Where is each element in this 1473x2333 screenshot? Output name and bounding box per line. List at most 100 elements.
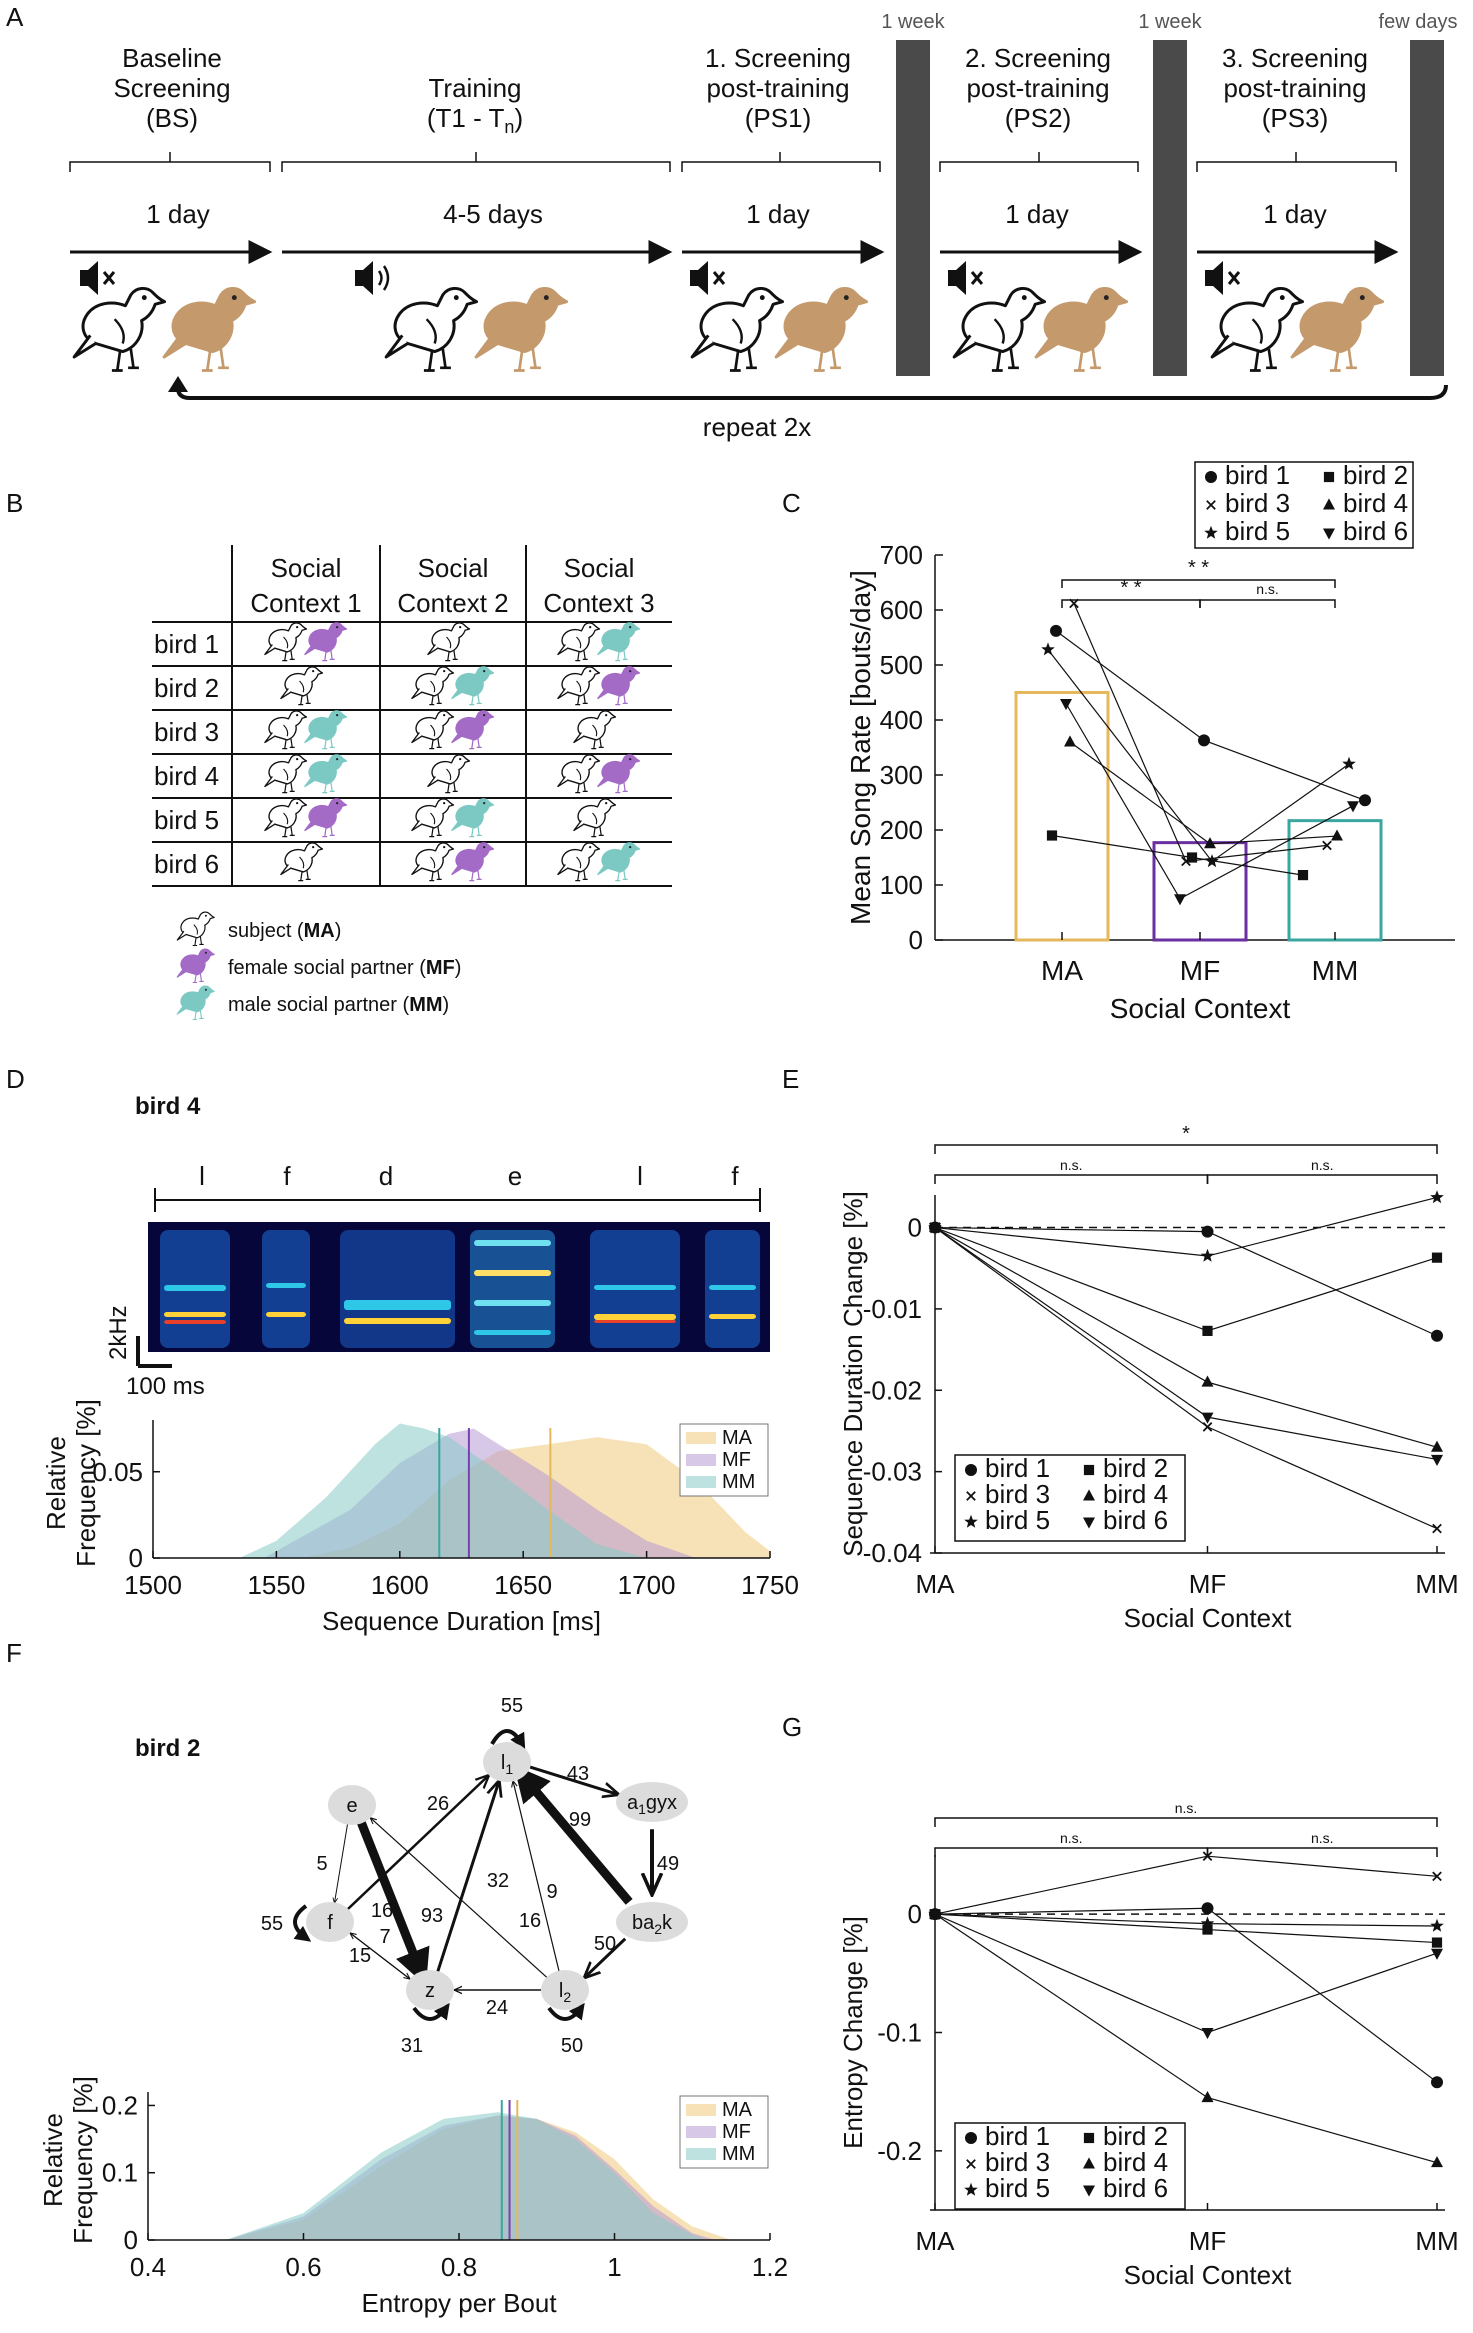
female-partner-bird-icon-legs xyxy=(469,738,482,750)
subject-bird-icon-wing xyxy=(430,812,436,825)
female-partner-bird-icon-body xyxy=(455,842,495,873)
significance-label: n.s. xyxy=(1175,1800,1198,1816)
x-tick-label: MF xyxy=(1189,1569,1227,1599)
partner-bird-icon-body xyxy=(1299,287,1385,354)
partner-bird-icon-legs xyxy=(1073,348,1101,372)
partner-bird-icon-tail xyxy=(774,334,799,359)
subject-bird-icon-legs xyxy=(575,650,588,662)
legend-marker-x xyxy=(1206,500,1216,510)
male-partner-bird-icon-legs xyxy=(469,826,482,838)
subject-bird-icon-body xyxy=(268,754,308,785)
female-legend-bird-icon-wing xyxy=(193,961,199,972)
panel-g: G 0 -0.1 -0.2 MA MF MM Social Context Entropy C… xyxy=(782,1712,1459,2290)
subject-bird-icon-body xyxy=(1219,287,1305,354)
phase-title-line2: post-training xyxy=(1223,73,1366,103)
phase-title-line3: (PS3) xyxy=(1262,103,1328,133)
y-tick-label: 500 xyxy=(880,650,923,680)
male-partner-bird-icon-body xyxy=(601,842,641,873)
point-circle xyxy=(1359,794,1371,807)
spectrogram-harmonic xyxy=(709,1314,756,1319)
female-partner-bird-icon-tail xyxy=(304,820,316,832)
female-partner-bird-icon-body xyxy=(455,710,495,741)
table-row-label: bird 6 xyxy=(154,849,219,879)
spectrogram-harmonic xyxy=(164,1320,226,1324)
subject-bird-icon-wing xyxy=(731,318,743,344)
legend-marker-circle xyxy=(965,1464,977,1476)
partner-bird-icon-legs xyxy=(1329,348,1357,372)
point-triangle-up xyxy=(1064,735,1076,747)
subject-bird-icon-legs xyxy=(575,782,588,794)
male-legend-bird-icon-legs xyxy=(192,1010,204,1021)
subject-bird-icon-eye xyxy=(443,802,446,805)
legend-entry: subject (MA) xyxy=(228,920,341,942)
phase-brace xyxy=(69,152,271,172)
point-square xyxy=(1202,1924,1213,1935)
subject-legend-bird-icon-eye xyxy=(204,914,207,917)
series-line-bird-6 xyxy=(934,1227,1438,1461)
male-partner-bird-icon-eye xyxy=(336,714,339,717)
phase-title-main: (T1 - T xyxy=(427,103,505,133)
significance-bracket xyxy=(934,1174,1209,1184)
point-triangle-up xyxy=(1201,2090,1214,2103)
legend-close: ) xyxy=(335,920,342,942)
partner-bird-icon-body xyxy=(783,287,869,354)
y-tick-label: 0.2 xyxy=(102,2090,138,2120)
spectrogram-harmonic xyxy=(594,1314,676,1320)
point-triangle-up xyxy=(1204,837,1216,849)
female-partner-bird-icon-tail xyxy=(451,732,463,744)
male-partner-bird-icon-eye xyxy=(629,626,632,629)
legend-label: MF xyxy=(722,1449,751,1471)
node-label-f: f xyxy=(327,1912,333,1934)
partner-bird-icon-wing xyxy=(1331,318,1343,344)
phase-title-line1: 2. Screening xyxy=(965,43,1111,73)
point-x xyxy=(1181,856,1191,867)
significance-bracket xyxy=(934,1847,1209,1857)
gap-label-1: 1 week xyxy=(881,11,945,33)
panel-letter-d: D xyxy=(6,1064,25,1094)
significance-bracket xyxy=(934,1144,1438,1154)
male-legend-bird-icon-wing xyxy=(193,998,199,1009)
subject-bird-icon-legs xyxy=(282,650,295,662)
legend-bold: MA xyxy=(304,920,335,942)
edge-z-f xyxy=(350,1933,411,1980)
phase-title-line1: 1. Screening xyxy=(705,43,851,73)
partner-bird-icon xyxy=(1034,287,1129,372)
panel-b: B Social Context 1 Social Context 2 Social Co… xyxy=(6,488,672,1021)
partner-bird-icon-body xyxy=(171,287,257,354)
point-star xyxy=(1430,1918,1444,1932)
phase-title-line1: 3. Screening xyxy=(1222,43,1368,73)
phase-title-line3: (PS2) xyxy=(1005,103,1071,133)
female-partner-bird-icon-wing xyxy=(470,724,476,737)
female-partner-bird-icon-eye xyxy=(336,802,339,805)
table-row-label: bird 1 xyxy=(154,629,219,659)
x-tick-label: MM xyxy=(1415,1569,1458,1599)
female-partner-bird-icon-tail xyxy=(451,864,463,876)
male-legend-bird-icon-eye xyxy=(204,988,207,991)
y-tick-label: 400 xyxy=(880,705,923,735)
phase-ps2: 2. Screening post-training (PS2) 1 day xyxy=(939,43,1143,264)
x-tick-label: 1.2 xyxy=(752,2252,788,2282)
legend-swatch-MM xyxy=(686,1476,716,1488)
edge-weight-label: 16 xyxy=(371,1900,393,1922)
male-partner-bird-icon-eye xyxy=(629,846,632,849)
partner-bird-icon-tail xyxy=(474,334,499,359)
phase-brace xyxy=(1196,152,1397,172)
subject-bird-icon-legs xyxy=(991,348,1019,372)
female-partner-bird-icon-eye xyxy=(629,758,632,761)
male-partner-bird-icon-eye xyxy=(336,758,339,761)
subject-bird-icon-body xyxy=(699,287,785,354)
point-square xyxy=(1431,1937,1443,1948)
male-partner-bird-icon-tail xyxy=(304,776,316,788)
legend-marker-triangle-up xyxy=(1083,2157,1095,2169)
edge-ba2k-l2 xyxy=(584,1937,627,1978)
point-circle xyxy=(1201,1902,1214,1915)
female-partner-bird-icon-body xyxy=(308,622,348,653)
legend-text: female social partner ( xyxy=(228,957,426,979)
point-x xyxy=(1432,1523,1442,1534)
female-partner-bird-icon-legs xyxy=(615,694,628,706)
subject-bird-icon-legs xyxy=(429,870,442,882)
point-triangle-down xyxy=(929,1223,941,1235)
panel-d: D bird 4 l f d e l f 2kHz 100 ms 1500 1550 1600 16… xyxy=(6,1064,799,1636)
subject-bird-icon xyxy=(384,287,479,372)
